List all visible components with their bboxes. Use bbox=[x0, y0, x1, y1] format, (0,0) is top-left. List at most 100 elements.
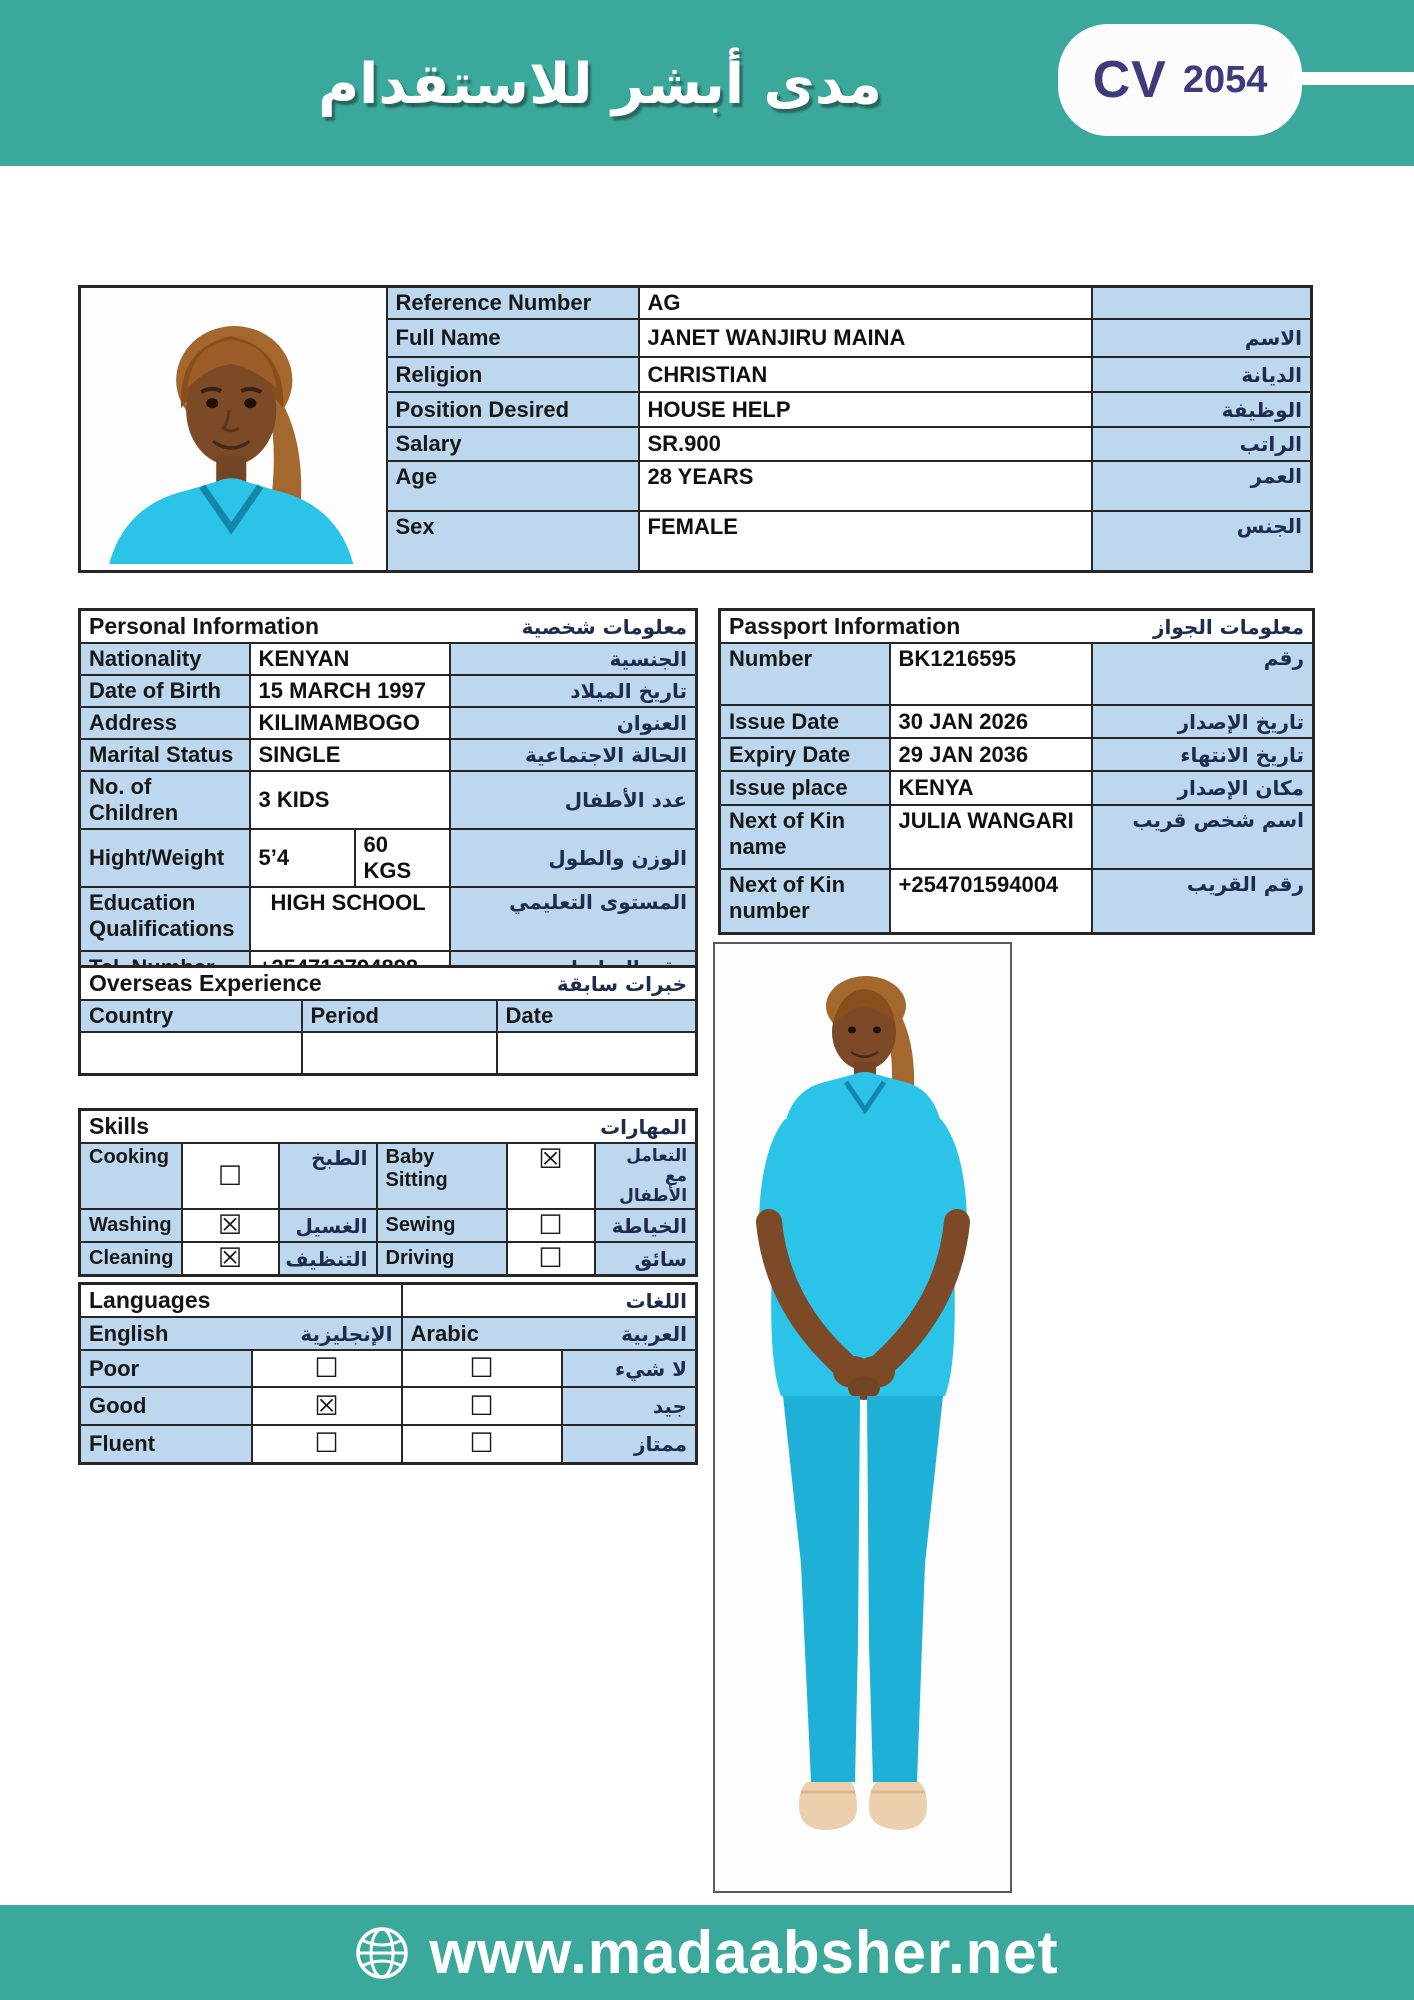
cv-badge-number: 2054 bbox=[1182, 58, 1268, 101]
field-label-arabic: الجنس bbox=[1090, 510, 1313, 572]
skill-label-arabic: الطبخ bbox=[277, 1142, 378, 1210]
level-label: Fluent bbox=[78, 1424, 253, 1464]
table-row: Religion CHRISTIAN الديانة bbox=[80, 356, 1313, 393]
footer-band: www.madaabsher.net bbox=[0, 1905, 1414, 2000]
skill-label: Baby Sitting bbox=[375, 1142, 508, 1210]
column-header: Date bbox=[495, 999, 698, 1033]
field-label: Date of Birth bbox=[78, 674, 251, 708]
weight-value: 60 KGS bbox=[353, 828, 451, 888]
skill-checkbox: ☐ bbox=[505, 1208, 596, 1243]
skill-label: Driving bbox=[375, 1241, 508, 1277]
field-label: Sex bbox=[385, 510, 640, 572]
section-title-arabic: معلومات شخصية bbox=[521, 614, 688, 639]
field-value: SR.900 bbox=[637, 426, 1093, 462]
agency-title: مدى أبشر للاستقدام bbox=[318, 51, 882, 117]
skill-label-arabic: الخياطة bbox=[593, 1208, 698, 1243]
arabic-level-checkbox: ☐ bbox=[400, 1386, 563, 1426]
skill-checkbox: ☒ bbox=[180, 1241, 280, 1277]
field-label-arabic: رقم القريب bbox=[1090, 868, 1315, 934]
english-level-checkbox: ☒ bbox=[250, 1386, 403, 1426]
section-header-row: Overseas Experience خبرات سابقة bbox=[78, 965, 698, 1001]
globe-icon bbox=[356, 1926, 409, 1979]
field-label-arabic: تاريخ الانتهاء bbox=[1090, 737, 1315, 772]
skill-checkbox: ☐ bbox=[505, 1241, 596, 1277]
skills-row: Cooking ☐ الطبخ Baby Sitting ☒ التعامل م… bbox=[78, 1142, 698, 1210]
field-value: BK1216595 bbox=[888, 642, 1093, 706]
section-header-arabic: اللغات bbox=[400, 1282, 698, 1318]
section-title-arabic: معلومات الجواز bbox=[1153, 614, 1305, 639]
table-row-height-weight: Hight/Weight 5’4 60 KGS الوزن والطول bbox=[78, 828, 698, 888]
field-label-arabic: العنوان bbox=[448, 706, 698, 740]
section-title-arabic: اللغات bbox=[625, 1288, 688, 1313]
field-label-arabic: عدد الأطفال bbox=[448, 770, 698, 830]
language-name: English bbox=[89, 1320, 169, 1346]
field-label: No. of Children bbox=[78, 770, 251, 830]
skill-label-arabic: الغسيل bbox=[277, 1208, 378, 1243]
field-label-arabic bbox=[1090, 285, 1313, 320]
skill-label-arabic: التنظيف bbox=[277, 1241, 378, 1277]
level-label-arabic: ممتاز bbox=[560, 1424, 698, 1464]
english-level-checkbox: ☐ bbox=[250, 1349, 403, 1388]
field-label-arabic: تاريخ الإصدار bbox=[1090, 704, 1315, 739]
field-value: 29 JAN 2036 bbox=[888, 737, 1093, 772]
skill-label: Cleaning bbox=[78, 1241, 183, 1277]
skill-checkbox: ☒ bbox=[505, 1142, 596, 1210]
column-header-english: English الإنجليزية bbox=[78, 1316, 403, 1351]
table-row: Expiry Date 29 JAN 2036 تاريخ الانتهاء bbox=[718, 737, 1315, 772]
field-label: Nationality bbox=[78, 642, 251, 676]
experience-country bbox=[78, 1031, 303, 1075]
language-level-row: Good ☒ ☐ جيد bbox=[78, 1386, 698, 1426]
candidate-fullbody-photo bbox=[713, 942, 1012, 1893]
field-value: 15 MARCH 1997 bbox=[248, 674, 451, 708]
field-label: Next of Kin number bbox=[718, 868, 891, 934]
field-value: SINGLE bbox=[248, 738, 451, 772]
field-label-arabic: الجنسية bbox=[448, 642, 698, 676]
table-row: Sex FEMALE الجنس bbox=[80, 510, 1313, 572]
column-header: Country bbox=[78, 999, 303, 1033]
field-label-arabic: مكان الإصدار bbox=[1090, 770, 1315, 806]
section-header: Passport Information معلومات الجواز bbox=[718, 608, 1315, 644]
english-level-checkbox: ☐ bbox=[250, 1424, 403, 1464]
field-value: JANET WANJIRU MAINA bbox=[637, 318, 1093, 358]
language-name-arabic: العربية bbox=[621, 1321, 688, 1346]
skill-checkbox: ☒ bbox=[180, 1208, 280, 1243]
table-row: Education Qualifications HIGH SCHOOL الم… bbox=[78, 886, 698, 952]
table-row: Marital Status SINGLE الحالة الاجتماعية bbox=[78, 738, 698, 772]
language-column-header-row: English الإنجليزية Arabic العربية bbox=[78, 1316, 698, 1351]
field-label: Full Name bbox=[385, 318, 640, 358]
field-label-arabic: الاسم bbox=[1090, 318, 1313, 358]
field-label: Religion bbox=[385, 356, 640, 393]
field-value: FEMALE bbox=[637, 510, 1093, 572]
section-header: Skills المهارات bbox=[78, 1108, 698, 1144]
level-label: Good bbox=[78, 1386, 253, 1426]
section-title: Overseas Experience bbox=[89, 970, 322, 996]
section-header-row: Passport Information معلومات الجواز bbox=[718, 608, 1315, 644]
height-value: 5’4 bbox=[248, 828, 356, 888]
table-row: Reference Number AG bbox=[78, 285, 1313, 572]
section-header: Languages bbox=[78, 1282, 403, 1318]
section-title: Personal Information bbox=[89, 613, 320, 639]
section-title: Skills bbox=[89, 1113, 150, 1139]
field-label: Number bbox=[718, 642, 891, 706]
language-name-arabic: الإنجليزية bbox=[300, 1321, 393, 1346]
skills-row: Washing ☒ الغسيل Sewing ☐ الخياطة bbox=[78, 1208, 698, 1243]
section-header: Personal Information معلومات شخصية bbox=[78, 608, 698, 644]
level-label-arabic: لا شيء bbox=[560, 1349, 698, 1388]
field-label-arabic: اسم شخص قريب bbox=[1090, 804, 1315, 870]
language-level-row: Fluent ☐ ☐ ممتاز bbox=[78, 1424, 698, 1464]
field-label: Education Qualifications bbox=[78, 886, 251, 952]
field-label: Salary bbox=[385, 426, 640, 462]
field-value: AG bbox=[637, 285, 1093, 320]
field-value: KENYAN bbox=[248, 642, 451, 676]
field-label-arabic: الوظيفة bbox=[1090, 391, 1313, 428]
field-label-arabic: رقم bbox=[1090, 642, 1315, 706]
language-name: Arabic bbox=[410, 1320, 479, 1346]
field-value: 30 JAN 2026 bbox=[888, 704, 1093, 739]
section-title-arabic: خبرات سابقة bbox=[556, 971, 688, 996]
section-header-row: Languages اللغات bbox=[78, 1282, 698, 1318]
field-label: Issue Date bbox=[718, 704, 891, 739]
skills-table: Skills المهارات Cooking ☐ الطبخ Baby Sit… bbox=[78, 1108, 699, 1277]
field-label: Issue place bbox=[718, 770, 891, 806]
passport-information-table: Passport Information معلومات الجواز Numb… bbox=[718, 608, 1316, 935]
